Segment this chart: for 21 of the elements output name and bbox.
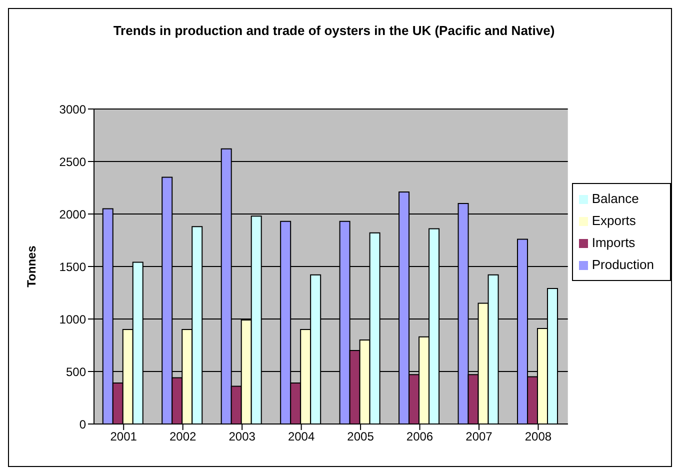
legend-label: Production — [592, 256, 654, 272]
x-tick-label: 2003 — [228, 430, 256, 444]
chart-title: Trends in production and trade of oysters in the UK (Pacific and Native) — [112, 22, 556, 40]
legend-label: Exports — [592, 212, 636, 228]
x-tick-label: 2007 — [466, 430, 493, 444]
x-tick-label: 2006 — [406, 430, 434, 444]
y-tick-label: 1000 — [59, 312, 86, 326]
y-tick-label: 0 — [79, 417, 86, 432]
x-tick-label: 2005 — [347, 430, 374, 444]
y-tick-label: 2500 — [59, 154, 86, 169]
y-tick-label: 2000 — [59, 207, 86, 222]
x-tick-label: 2002 — [169, 430, 197, 444]
x-tick-label: 2008 — [524, 430, 552, 444]
y-tick-label: 3000 — [59, 102, 86, 116]
y-tick-label: 500 — [66, 364, 86, 379]
legend-label: Imports — [592, 234, 636, 250]
x-tick-label: 2001 — [110, 430, 138, 444]
legend-label: Balance — [592, 190, 639, 206]
x-tick-label: 2004 — [288, 430, 315, 444]
y-tick-label: 1500 — [59, 260, 86, 274]
y-axis-title: Tonnes — [24, 245, 38, 288]
